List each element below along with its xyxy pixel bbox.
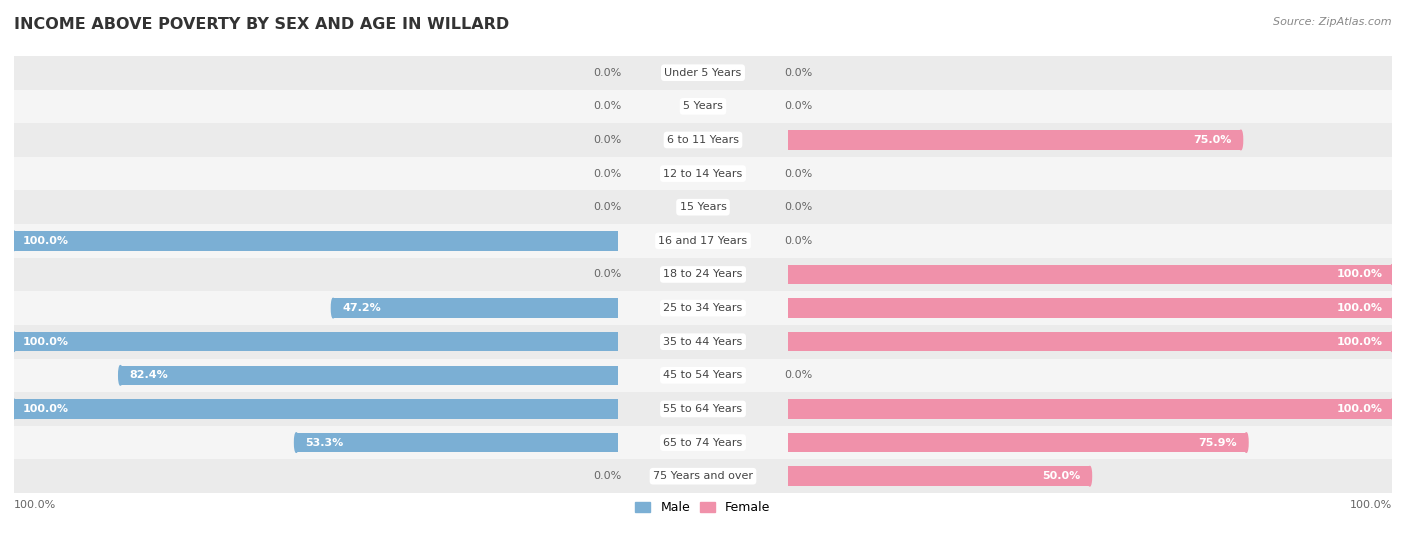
Text: 6 to 11 Years: 6 to 11 Years bbox=[666, 135, 740, 145]
Text: 100.0%: 100.0% bbox=[1337, 337, 1384, 347]
Text: 0.0%: 0.0% bbox=[593, 269, 621, 280]
Text: 0.0%: 0.0% bbox=[785, 68, 813, 78]
Bar bbox=[14, 426, 1392, 459]
Text: 100.0%: 100.0% bbox=[1350, 500, 1392, 510]
Circle shape bbox=[1391, 265, 1393, 284]
Bar bbox=[787, 299, 1392, 318]
Text: 25 to 34 Years: 25 to 34 Years bbox=[664, 303, 742, 313]
Bar bbox=[14, 157, 1392, 191]
Circle shape bbox=[13, 231, 15, 250]
Text: 0.0%: 0.0% bbox=[593, 202, 621, 212]
Text: Source: ZipAtlas.com: Source: ZipAtlas.com bbox=[1274, 17, 1392, 27]
Text: 100.0%: 100.0% bbox=[22, 236, 69, 246]
Bar bbox=[14, 332, 619, 352]
Bar bbox=[297, 433, 619, 452]
Bar bbox=[787, 399, 1392, 419]
Text: 35 to 44 Years: 35 to 44 Years bbox=[664, 337, 742, 347]
Circle shape bbox=[13, 399, 15, 419]
Bar bbox=[787, 332, 1392, 352]
Text: 18 to 24 Years: 18 to 24 Years bbox=[664, 269, 742, 280]
Text: 0.0%: 0.0% bbox=[593, 68, 621, 78]
Text: INCOME ABOVE POVERTY BY SEX AND AGE IN WILLARD: INCOME ABOVE POVERTY BY SEX AND AGE IN W… bbox=[14, 17, 509, 32]
Text: 75 Years and over: 75 Years and over bbox=[652, 471, 754, 481]
Circle shape bbox=[294, 433, 298, 452]
Text: 5 Years: 5 Years bbox=[683, 101, 723, 111]
Text: 0.0%: 0.0% bbox=[593, 471, 621, 481]
Circle shape bbox=[1391, 299, 1393, 318]
Text: 55 to 64 Years: 55 to 64 Years bbox=[664, 404, 742, 414]
Bar bbox=[14, 258, 1392, 291]
Text: 0.0%: 0.0% bbox=[593, 169, 621, 178]
Bar bbox=[14, 123, 1392, 157]
Circle shape bbox=[1088, 466, 1091, 486]
Bar bbox=[121, 366, 619, 385]
Text: Under 5 Years: Under 5 Years bbox=[665, 68, 741, 78]
Text: 100.0%: 100.0% bbox=[1337, 269, 1384, 280]
Text: 45 to 54 Years: 45 to 54 Years bbox=[664, 370, 742, 380]
Bar bbox=[787, 433, 1246, 452]
Bar bbox=[14, 358, 1392, 392]
Bar bbox=[14, 56, 1392, 89]
Bar bbox=[14, 89, 1392, 123]
Text: 0.0%: 0.0% bbox=[785, 169, 813, 178]
Circle shape bbox=[1239, 130, 1243, 150]
Text: 0.0%: 0.0% bbox=[593, 135, 621, 145]
Circle shape bbox=[332, 299, 335, 318]
Text: 47.2%: 47.2% bbox=[342, 303, 381, 313]
Legend: Male, Female: Male, Female bbox=[630, 496, 776, 519]
Text: 50.0%: 50.0% bbox=[1042, 471, 1081, 481]
Text: 0.0%: 0.0% bbox=[785, 370, 813, 380]
Text: 16 and 17 Years: 16 and 17 Years bbox=[658, 236, 748, 246]
Text: 65 to 74 Years: 65 to 74 Years bbox=[664, 438, 742, 448]
Text: 0.0%: 0.0% bbox=[785, 202, 813, 212]
Text: 100.0%: 100.0% bbox=[1337, 404, 1384, 414]
Text: 75.9%: 75.9% bbox=[1198, 438, 1237, 448]
Circle shape bbox=[118, 366, 122, 385]
Bar bbox=[787, 265, 1392, 284]
Text: 0.0%: 0.0% bbox=[593, 101, 621, 111]
Text: 12 to 14 Years: 12 to 14 Years bbox=[664, 169, 742, 178]
Text: 0.0%: 0.0% bbox=[785, 236, 813, 246]
Text: 100.0%: 100.0% bbox=[14, 500, 56, 510]
Circle shape bbox=[1391, 399, 1393, 419]
Bar bbox=[333, 299, 619, 318]
Bar bbox=[14, 399, 619, 419]
Text: 82.4%: 82.4% bbox=[129, 370, 169, 380]
Text: 75.0%: 75.0% bbox=[1194, 135, 1232, 145]
Text: 100.0%: 100.0% bbox=[22, 337, 69, 347]
Bar bbox=[14, 392, 1392, 426]
Text: 15 Years: 15 Years bbox=[679, 202, 727, 212]
Text: 53.3%: 53.3% bbox=[305, 438, 343, 448]
Circle shape bbox=[1391, 332, 1393, 352]
Bar bbox=[14, 231, 619, 250]
Bar bbox=[14, 291, 1392, 325]
Text: 0.0%: 0.0% bbox=[785, 101, 813, 111]
Bar bbox=[14, 325, 1392, 358]
Circle shape bbox=[13, 332, 15, 352]
Bar bbox=[14, 459, 1392, 493]
Text: 100.0%: 100.0% bbox=[22, 404, 69, 414]
Bar bbox=[787, 466, 1090, 486]
Bar bbox=[787, 130, 1241, 150]
Bar bbox=[14, 224, 1392, 258]
Circle shape bbox=[1244, 433, 1249, 452]
Bar bbox=[14, 191, 1392, 224]
Text: 100.0%: 100.0% bbox=[1337, 303, 1384, 313]
